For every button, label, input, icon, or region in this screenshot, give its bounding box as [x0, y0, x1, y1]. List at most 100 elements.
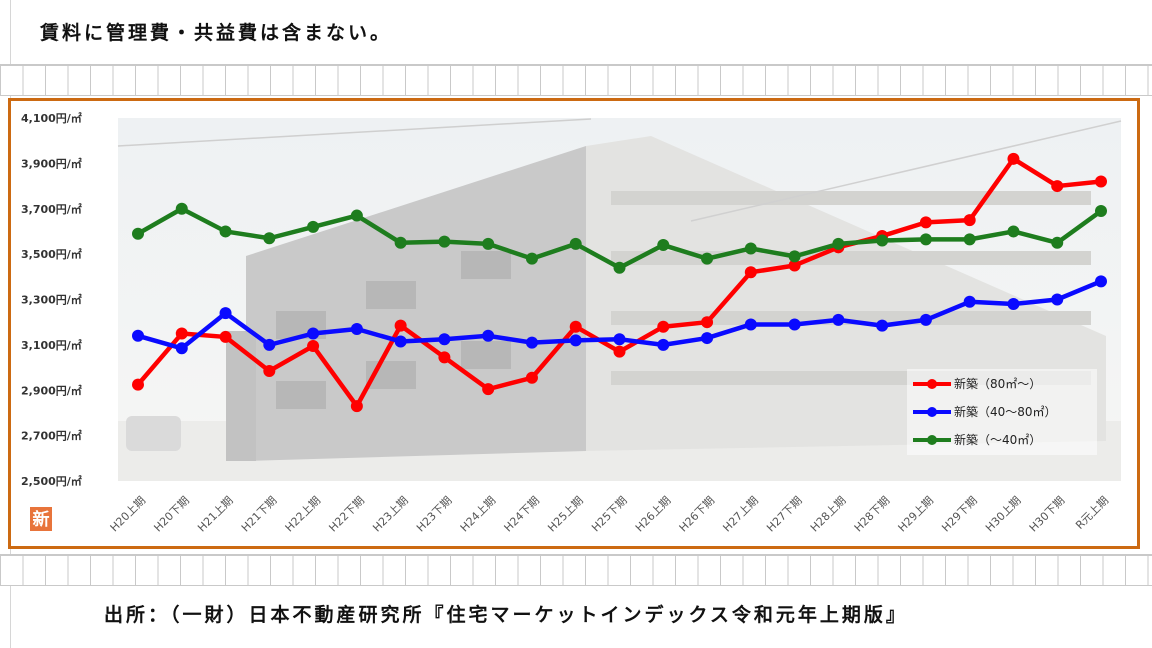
y-tick-label: 4,100円/㎡ — [21, 111, 82, 125]
x-tick-label: H26上期 — [633, 494, 674, 535]
x-tick-label: H21下期 — [239, 494, 280, 535]
data-point — [350, 209, 363, 222]
chart-frame[interactable]: 2,500円/㎡ 2,700円/㎡ 2,900円/㎡ 3,100円/㎡ 3,300円/㎡… — [8, 98, 1140, 549]
y-tick-label: 2,900円/㎡ — [21, 383, 82, 397]
series-layer — [132, 152, 1107, 413]
data-point — [263, 364, 276, 377]
data-point — [394, 335, 407, 348]
data-point — [701, 252, 714, 265]
data-point — [132, 378, 144, 391]
x-tick-label: H28上期 — [808, 494, 849, 535]
legend: 新築（80㎡～） 新築（40～80㎡） 新築（～40㎡） — [907, 369, 1097, 455]
x-tick-label: R元上期 — [1073, 494, 1111, 532]
data-point — [919, 216, 932, 229]
legend-marker — [927, 379, 937, 389]
y-tick-label: 2,700円/㎡ — [21, 429, 82, 443]
data-point — [657, 239, 670, 252]
spreadsheet-grid-row-top — [0, 64, 1152, 96]
data-point — [613, 345, 626, 358]
x-tick-label: H22上期 — [283, 494, 324, 535]
data-point — [569, 237, 582, 250]
data-point — [132, 329, 144, 342]
data-point — [1095, 205, 1107, 218]
x-axis: H20上期 H20下期 H21上期 H21下期 H22上期 H22下期 H23上期 H23下期… — [108, 494, 1112, 535]
data-point — [394, 236, 407, 249]
data-point — [788, 318, 801, 331]
data-point — [525, 371, 538, 384]
x-tick-label: H25上期 — [545, 494, 586, 535]
data-point — [350, 400, 363, 413]
data-point — [219, 307, 232, 320]
logo-badge — [30, 507, 52, 531]
data-point — [438, 235, 451, 248]
data-point — [263, 232, 276, 245]
data-point — [1051, 180, 1064, 193]
data-point — [744, 318, 757, 331]
data-point — [876, 234, 889, 247]
x-tick-label: H26下期 — [677, 494, 718, 535]
series-0 — [132, 152, 1107, 413]
data-point — [788, 259, 801, 272]
data-point — [919, 233, 932, 246]
data-point — [963, 295, 976, 308]
data-point — [263, 338, 276, 351]
logo-text: 新 — [33, 509, 50, 530]
data-point — [219, 225, 232, 238]
y-tick-label: 3,700円/㎡ — [21, 202, 82, 216]
data-point — [525, 252, 538, 265]
data-point — [1095, 275, 1107, 288]
data-point — [744, 242, 757, 255]
logo: 新 — [30, 507, 52, 531]
x-tick-label: H23上期 — [370, 494, 411, 535]
data-point — [657, 338, 670, 351]
x-tick-label: H27上期 — [720, 494, 761, 535]
data-point — [175, 202, 188, 215]
data-point — [963, 214, 976, 227]
data-point — [1051, 293, 1064, 306]
source-note: 出所：（一財）日本不動産研究所『住宅マーケットインデックス令和元年上期版』 — [104, 604, 908, 626]
x-tick-label: H20下期 — [151, 494, 192, 535]
y-tick-label: 2,500円/㎡ — [21, 474, 82, 488]
data-point — [482, 329, 495, 342]
data-point — [438, 333, 451, 346]
data-point — [701, 316, 714, 329]
data-point — [919, 313, 932, 326]
data-point — [307, 327, 320, 340]
data-point — [525, 336, 538, 349]
data-point — [788, 250, 801, 263]
series-1 — [132, 275, 1107, 355]
data-point — [132, 227, 144, 240]
legend-label: 新築（80㎡～） — [954, 376, 1041, 391]
data-point — [1007, 152, 1020, 165]
x-tick-label: H22下期 — [326, 494, 367, 535]
legend-marker — [927, 407, 937, 417]
data-point — [175, 342, 188, 355]
data-point — [482, 383, 495, 396]
data-point — [1051, 236, 1064, 249]
data-point — [701, 332, 714, 345]
data-point — [613, 333, 626, 346]
x-tick-label: H24上期 — [458, 494, 499, 535]
data-point — [832, 313, 845, 326]
x-tick-label: H30下期 — [1027, 494, 1068, 535]
data-point — [613, 261, 626, 274]
data-point — [569, 320, 582, 333]
data-point — [832, 237, 845, 250]
line-chart: 2,500円/㎡ 2,700円/㎡ 2,900円/㎡ 3,100円/㎡ 3,300円/㎡… — [21, 111, 1122, 535]
data-point — [219, 330, 232, 343]
x-tick-label: H29下期 — [939, 494, 980, 535]
data-point — [963, 233, 976, 246]
x-tick-label: H28下期 — [852, 494, 893, 535]
data-point — [876, 319, 889, 332]
y-tick-label: 3,100円/㎡ — [21, 338, 82, 352]
y-tick-label: 3,300円/㎡ — [21, 293, 82, 307]
x-tick-label: H24下期 — [502, 494, 543, 535]
data-point — [438, 351, 451, 364]
legend-label: 新築（40～80㎡） — [954, 404, 1057, 419]
x-tick-label: H21上期 — [195, 494, 236, 535]
y-tick-label: 3,500円/㎡ — [21, 247, 82, 261]
y-axis: 2,500円/㎡ 2,700円/㎡ 2,900円/㎡ 3,100円/㎡ 3,300円/㎡… — [21, 111, 82, 488]
x-tick-label: H30上期 — [983, 494, 1024, 535]
x-tick-label: H29上期 — [896, 494, 937, 535]
x-tick-label: H23下期 — [414, 494, 455, 535]
